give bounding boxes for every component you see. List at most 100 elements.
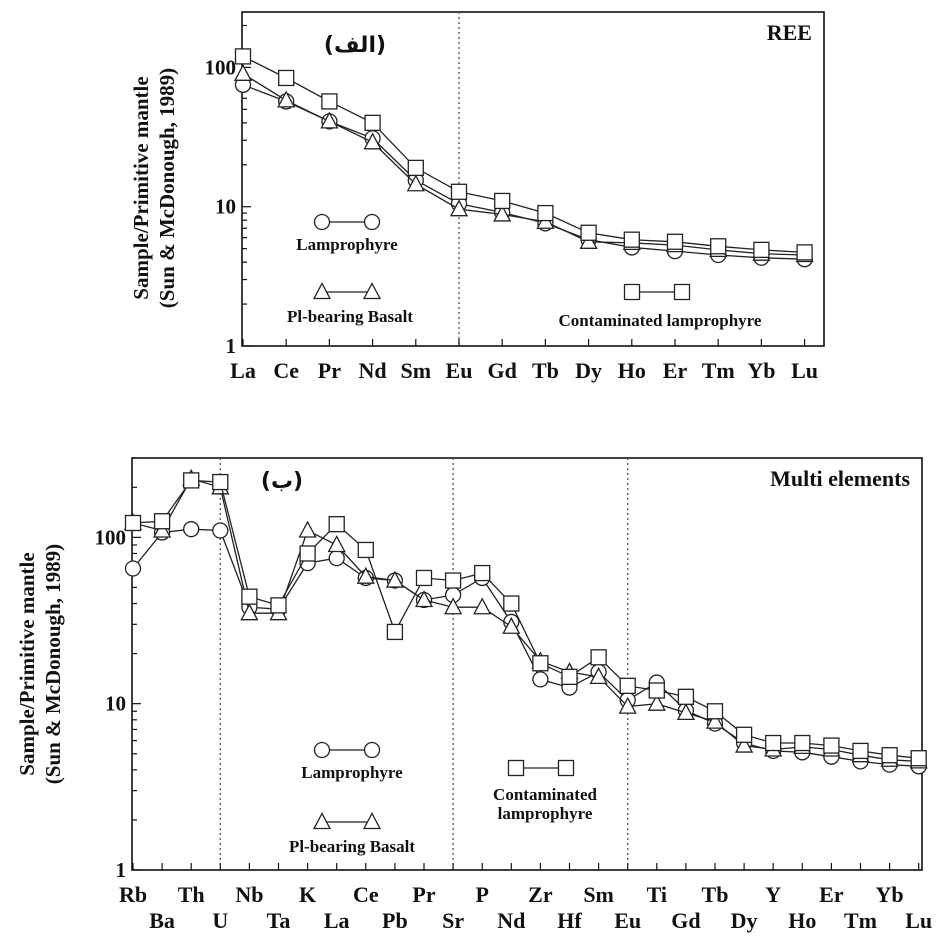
ree-legend-marker (673, 283, 691, 301)
multi-series-line-contaminated-lamprophyre (132, 479, 919, 759)
ree-x-label-yb: Yb (747, 358, 775, 383)
multi-point-contaminated-lamprophyre (881, 747, 898, 764)
multi-point-contaminated-lamprophyre (910, 750, 927, 767)
multi-point-pl-bearing-basalt (414, 590, 434, 608)
multi-y-tick-label: 10 (105, 692, 126, 716)
multi-y-ticks: 1 10 100 (95, 457, 141, 882)
multi-x-label-nb: Nb (235, 882, 263, 907)
multi-point-contaminated-lamprophyre (474, 564, 491, 582)
ree-legend: Lamprophyre Pl-bearing Basalt Contaminated… (287, 213, 762, 330)
ree-point-contaminated-lamprophyre (278, 69, 295, 87)
ree-y-tick-label: 10 (215, 195, 236, 219)
multi-point-contaminated-lamprophyre (852, 742, 869, 760)
multi-series-line-pl-bearing-basalt (132, 478, 919, 763)
ree-point-pl-bearing-basalt (320, 111, 339, 129)
ree-legend-marker (623, 283, 641, 301)
multi-point-lamprophyre (124, 560, 142, 577)
multi-x-label-er: Er (819, 882, 844, 907)
ree-y-ticks: 1 10 100 (205, 24, 251, 358)
multi-legend-label: Pl-bearing Basalt (289, 837, 415, 856)
multi-series (123, 468, 928, 775)
multi-point-pl-bearing-basalt (240, 603, 259, 621)
multi-x-label-pb: Pb (382, 908, 408, 933)
ree-legend-marker (363, 213, 381, 231)
ree-point-pl-bearing-basalt (493, 204, 512, 222)
multi-legend-label: lamprophyre (498, 804, 593, 823)
ree-x-label-gd: Gd (488, 358, 517, 383)
multi-point-contaminated-lamprophyre (153, 513, 171, 530)
multi-point-pl-bearing-basalt (705, 711, 725, 729)
multi-point-contaminated-lamprophyre (299, 545, 316, 562)
multi-x-label-la: La (324, 908, 350, 933)
multi-x-label-th: Th (178, 882, 205, 907)
ree-legend-item-contaminated-lamprophyre: Contaminated lamprophyre (559, 283, 762, 330)
multi-point-lamprophyre (183, 521, 200, 538)
multi-point-pl-bearing-basalt (676, 703, 695, 721)
ree-point-contaminated-lamprophyre (494, 192, 511, 210)
ree-x-label-pr: Pr (318, 358, 341, 383)
ree-x-label-lu: Lu (791, 358, 818, 383)
multi-point-contaminated-lamprophyre (183, 472, 200, 489)
ree-x-label-er: Er (663, 358, 688, 383)
multi-x-label-ta: Ta (267, 908, 291, 933)
multi-point-contaminated-lamprophyre (415, 569, 433, 587)
ree-point-contaminated-lamprophyre (796, 244, 813, 261)
multi-point-pl-bearing-basalt (473, 597, 492, 615)
ree-legend-label: Pl-bearing Basalt (287, 307, 413, 326)
multi-legend-marker (557, 759, 575, 777)
multi-point-contaminated-lamprophyre (677, 688, 695, 705)
multi-x-label-ce: Ce (353, 882, 379, 907)
multi-point-contaminated-lamprophyre (270, 597, 287, 614)
multi-x-label-rb: Rb (119, 882, 147, 907)
multi-x-label-sm: Sm (583, 882, 614, 907)
ree-x-label-nd: Nd (359, 358, 387, 383)
multi-legend-label: Lamprophyre (301, 763, 403, 782)
ree-point-contaminated-lamprophyre (710, 238, 727, 255)
ree-point-contaminated-lamprophyre (623, 231, 640, 248)
ree-point-contaminated-lamprophyre (234, 48, 252, 65)
ree-point-pl-bearing-basalt (363, 132, 382, 150)
ree-point-contaminated-lamprophyre (580, 224, 597, 241)
ree-point-pl-bearing-basalt (233, 63, 253, 81)
multi-x-label-dy: Dy (731, 908, 758, 933)
multi-point-pl-bearing-basalt (735, 735, 754, 753)
multi-point-contaminated-lamprophyre (735, 726, 753, 743)
multi-point-lamprophyre (212, 522, 229, 539)
ree-x-ticks: La Ce Pr Nd Sm Eu Gd Tb Dy Ho Er Tm Yb Lu (230, 339, 818, 383)
ree-x-label-ce: Ce (273, 358, 299, 383)
ree-point-pl-bearing-basalt (277, 90, 296, 108)
multi-y-tick-label: 100 (95, 525, 127, 549)
ree-point-pl-bearing-basalt (449, 199, 469, 217)
multi-legend-marker (362, 812, 382, 830)
ree-panel-tag: (الف) (324, 33, 386, 58)
multi-point-contaminated-lamprophyre (765, 734, 782, 752)
ree-legend-label: Lamprophyre (296, 235, 398, 254)
multi-x-label-u: U (212, 908, 228, 933)
multi-point-pl-bearing-basalt (589, 666, 608, 684)
multi-point-contaminated-lamprophyre (648, 682, 665, 699)
multi-point-contaminated-lamprophyre (124, 514, 142, 532)
multi-x-label-eu: Eu (614, 908, 641, 933)
multi-x-label-nd: Nd (497, 908, 525, 933)
ree-y-tick-label: 1 (226, 334, 237, 358)
ree-x-label-dy: Dy (575, 358, 602, 383)
multi-y-axis-title-line1: Sample/Primitive mantle (15, 552, 39, 775)
ree-legend-marker (362, 282, 382, 300)
ree-point-contaminated-lamprophyre (321, 93, 338, 110)
multi-legend-marker (312, 812, 332, 830)
multi-point-pl-bearing-basalt (618, 696, 637, 714)
multi-point-pl-bearing-basalt (356, 566, 375, 584)
multi-x-label-ba: Ba (149, 908, 175, 933)
ree-plot-frame (241, 11, 825, 347)
multi-legend-item-pl-bearing-basalt: Pl-bearing Basalt (289, 812, 415, 856)
multi-x-label-k: K (299, 882, 316, 907)
multi-point-pl-bearing-basalt (385, 570, 404, 588)
multi-point-pl-bearing-basalt (298, 520, 317, 538)
multi-legend-label: Contaminated (493, 785, 597, 804)
multi-point-contaminated-lamprophyre (328, 516, 345, 533)
multi-point-contaminated-lamprophyre (590, 649, 607, 666)
multi-point-contaminated-lamprophyre (619, 677, 636, 694)
ree-point-contaminated-lamprophyre (666, 233, 684, 250)
